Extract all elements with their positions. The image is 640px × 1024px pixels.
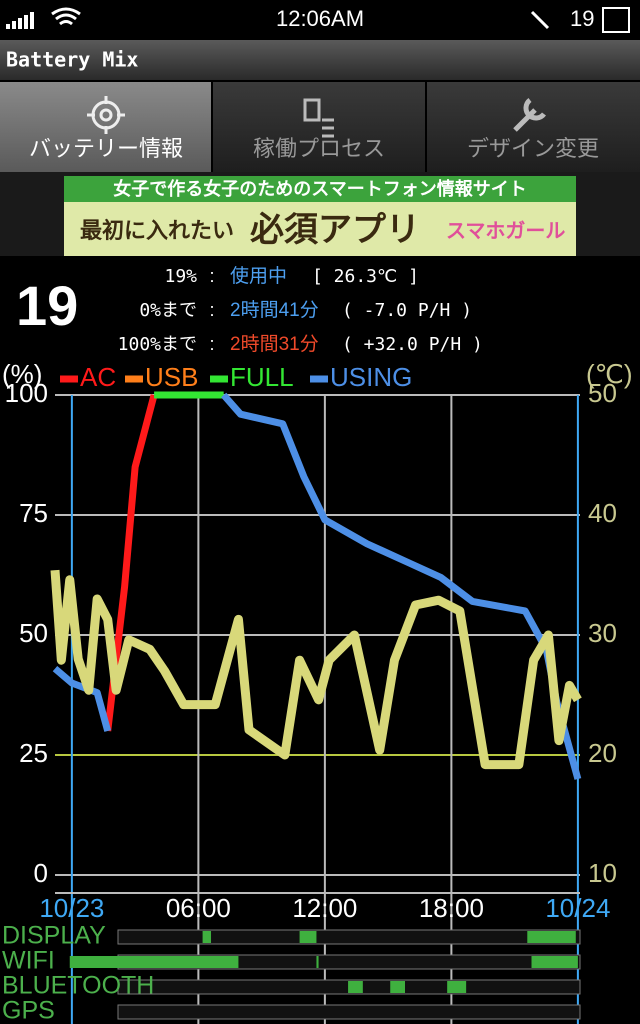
y-tick-label: 100 [5, 378, 48, 408]
info-rate: ( -7.0 P/H ) [342, 300, 472, 321]
activity-label: DISPLAY [2, 922, 106, 950]
activity-track [117, 929, 581, 945]
wifi-icon [51, 7, 81, 26]
info-value: 使用中 [230, 265, 287, 287]
tab-icon [87, 96, 125, 134]
activity-bar [316, 956, 319, 968]
activity-bar [69, 956, 239, 968]
alarm-icon [530, 10, 550, 30]
tab-label: バッテリー情報 [29, 136, 183, 161]
tab[interactable] [213, 82, 425, 172]
ad-tagline: 女子で作る女子のためのスマートフォン情報サイト [113, 178, 526, 199]
y2-tick-label: 40 [588, 498, 617, 528]
battery-icon [602, 7, 630, 33]
info-rate: [ 26.3℃ ] [312, 266, 419, 287]
y-tick-label: 25 [19, 738, 48, 768]
y2-tick-label: 30 [588, 618, 617, 648]
info-label: 19% [164, 266, 197, 287]
y2-axis-title: (℃) [586, 359, 633, 389]
y-tick-label: 0 [34, 858, 48, 888]
info: 19%: 使用中 [ 26.3℃ ] 0%まで:2時間41分 ( -7.0 P/H ) 1… [118, 265, 483, 355]
activity-bar [299, 931, 317, 943]
ad-strip [64, 176, 576, 202]
series-line [50, 569, 582, 770]
info-label: 0%まで [139, 300, 197, 321]
title-bar [0, 40, 640, 80]
activity-bar [202, 931, 212, 943]
x-tick-label: 06:00 [166, 893, 231, 923]
info-rate: ( +32.0 P/H ) [342, 334, 483, 355]
legend-label: FULL [230, 362, 294, 392]
app-title: Battery Mix [6, 48, 138, 72]
tab-icon [303, 98, 334, 138]
x-tick-label: 10/23 [39, 893, 104, 923]
info-value: 2時間31分 [230, 333, 319, 355]
chart: (%) (℃) 0 25 50 75 100 10 20 30 40 50 10/23 06:00 12:0… [2, 359, 633, 1024]
y-tick-label: 50 [19, 618, 48, 648]
info-sep: : [209, 334, 214, 354]
y-tick-label: 75 [19, 498, 48, 528]
ad-lead: 最初に入れたい [80, 218, 234, 243]
y-axis-title: (%) [2, 359, 42, 389]
info-value: 2時間41分 [230, 299, 319, 321]
activity-label: BLUETOOTH [2, 972, 154, 1000]
activity-track [117, 1004, 581, 1020]
info-sep: : [209, 266, 214, 286]
signal-icon [6, 12, 34, 29]
y2-tick-label: 50 [588, 378, 617, 408]
tab-label: デザイン変更 [467, 136, 599, 161]
tab-icon [513, 98, 546, 132]
status-bar [0, 0, 640, 40]
tab[interactable] [427, 82, 640, 172]
ad-title: 必須アプリ [250, 210, 420, 250]
info-label: 100%まで [118, 334, 197, 355]
legend-label: USING [330, 362, 412, 392]
activity-bar [531, 956, 578, 968]
clock: 12:06AM [276, 6, 364, 31]
x-tick-label: 18:00 [419, 893, 484, 923]
activity-bar [348, 981, 363, 993]
info-sep: : [209, 300, 214, 320]
x-tick-label: 12:00 [292, 893, 357, 923]
activity-bar [447, 981, 467, 993]
tab-label: 稼働プロセス [253, 136, 385, 161]
battery-big: 19 [16, 274, 78, 337]
y2-tick-label: 20 [588, 738, 617, 768]
activity-label: GPS [2, 997, 55, 1024]
x-tick-label: 10/24 [545, 893, 610, 923]
battery-level: 19 [570, 6, 594, 31]
y2-tick-label: 10 [588, 858, 617, 888]
activity-bar [527, 931, 576, 943]
activity-label: WIFI [2, 947, 55, 975]
legend-label: USB [145, 362, 198, 392]
ad-brand: スマホガール [446, 219, 565, 242]
activity-bar [390, 981, 405, 993]
legend-label: AC [80, 362, 116, 392]
